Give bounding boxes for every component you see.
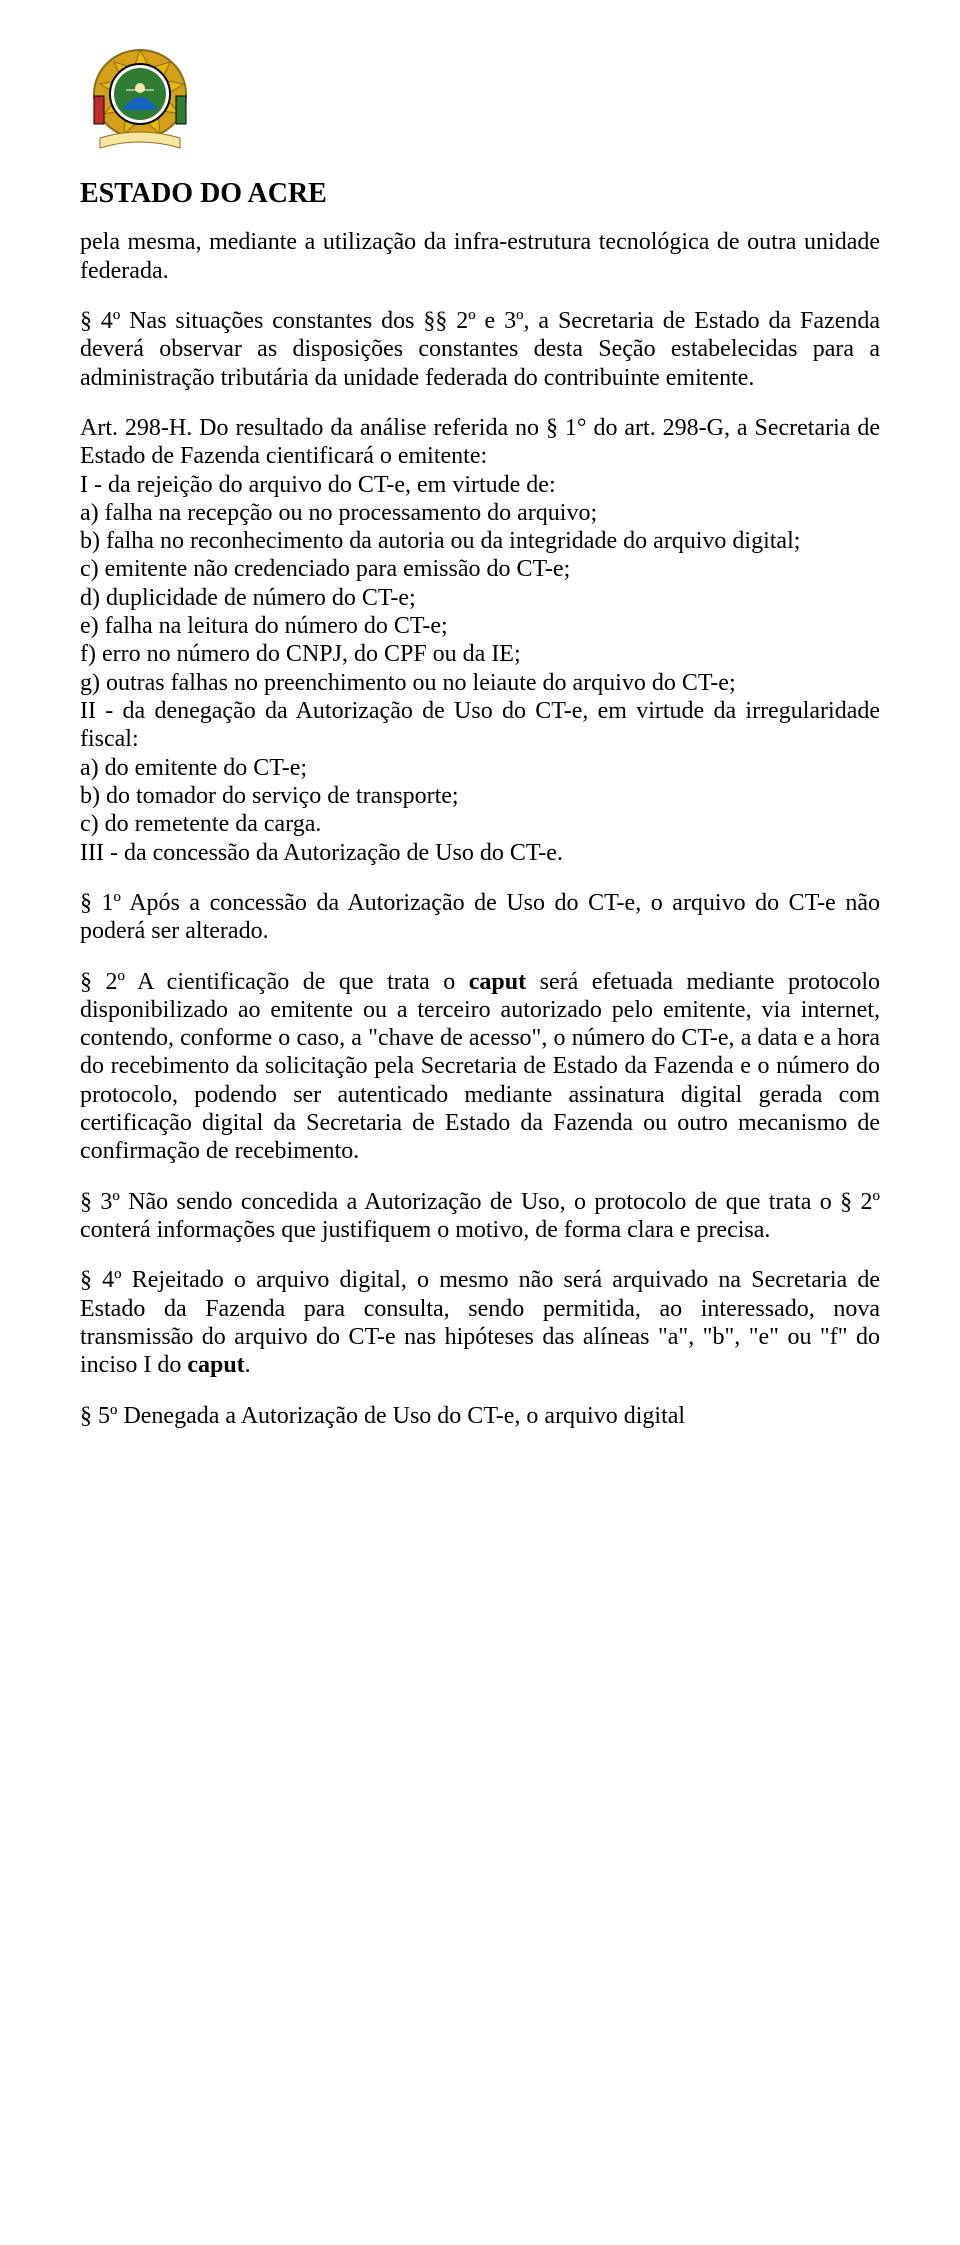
paragraph-s2: § 2º A cientificação de que trata o capu… <box>80 968 880 1166</box>
item-i-e: e) falha na leitura do número do CT-e; <box>80 612 880 640</box>
item-i-a: a) falha na recepção ou no processamento… <box>80 499 880 527</box>
art-298h-intro: Art. 298-H. Do resultado da análise refe… <box>80 415 880 469</box>
item-i-g: g) outras falhas no preenchimento ou no … <box>80 669 880 697</box>
item-i-f: f) erro no número do CNPJ, do CPF ou da … <box>80 640 880 668</box>
item-i-d: d) duplicidade de número do CT-e; <box>80 584 880 612</box>
s4-caput: caput <box>187 1352 244 1378</box>
s2-caput: caput <box>469 969 526 995</box>
item-i-c: c) emitente não credenciado para emissão… <box>80 555 880 583</box>
paragraph-s4: § 4º Rejeitado o arquivo digital, o mesm… <box>80 1266 880 1379</box>
paragraph-intro: pela mesma, mediante a utilização da inf… <box>80 228 880 285</box>
item-i-intro: I - da rejeição do arquivo do CT-e, em v… <box>80 471 880 499</box>
paragraph-s1: § 1º Após a concessão da Autorização de … <box>80 889 880 946</box>
page-title: ESTADO DO ACRE <box>80 177 880 210</box>
item-iii: III - da concessão da Autorização de Uso… <box>80 839 880 867</box>
item-ii-a: a) do emitente do CT-e; <box>80 754 880 782</box>
state-crest-icon <box>80 40 880 167</box>
paragraph-s4-prev: § 4º Nas situações constantes dos §§ 2º … <box>80 307 880 392</box>
s2-text-a: § 2º A cientificação de que trata o <box>80 969 469 995</box>
item-ii-b: b) do tomador do serviço de transporte; <box>80 782 880 810</box>
s4-text-b: . <box>245 1352 251 1378</box>
s2-text-b: será efetuada mediante protocolo disponi… <box>80 969 880 1165</box>
paragraph-s5: § 5º Denegada a Autorização de Uso do CT… <box>80 1402 880 1430</box>
item-ii-c: c) do remetente da carga. <box>80 810 880 838</box>
item-ii-intro: II - da denegação da Autorização de Uso … <box>80 697 880 754</box>
art-298h-block: Art. 298-H. Do resultado da análise refe… <box>80 414 880 867</box>
document-page: ESTADO DO ACRE pela mesma, mediante a ut… <box>0 0 960 1490</box>
paragraph-s3: § 3º Não sendo concedida a Autorização d… <box>80 1188 880 1245</box>
item-i-b: b) falha no reconhecimento da autoria ou… <box>80 527 880 555</box>
